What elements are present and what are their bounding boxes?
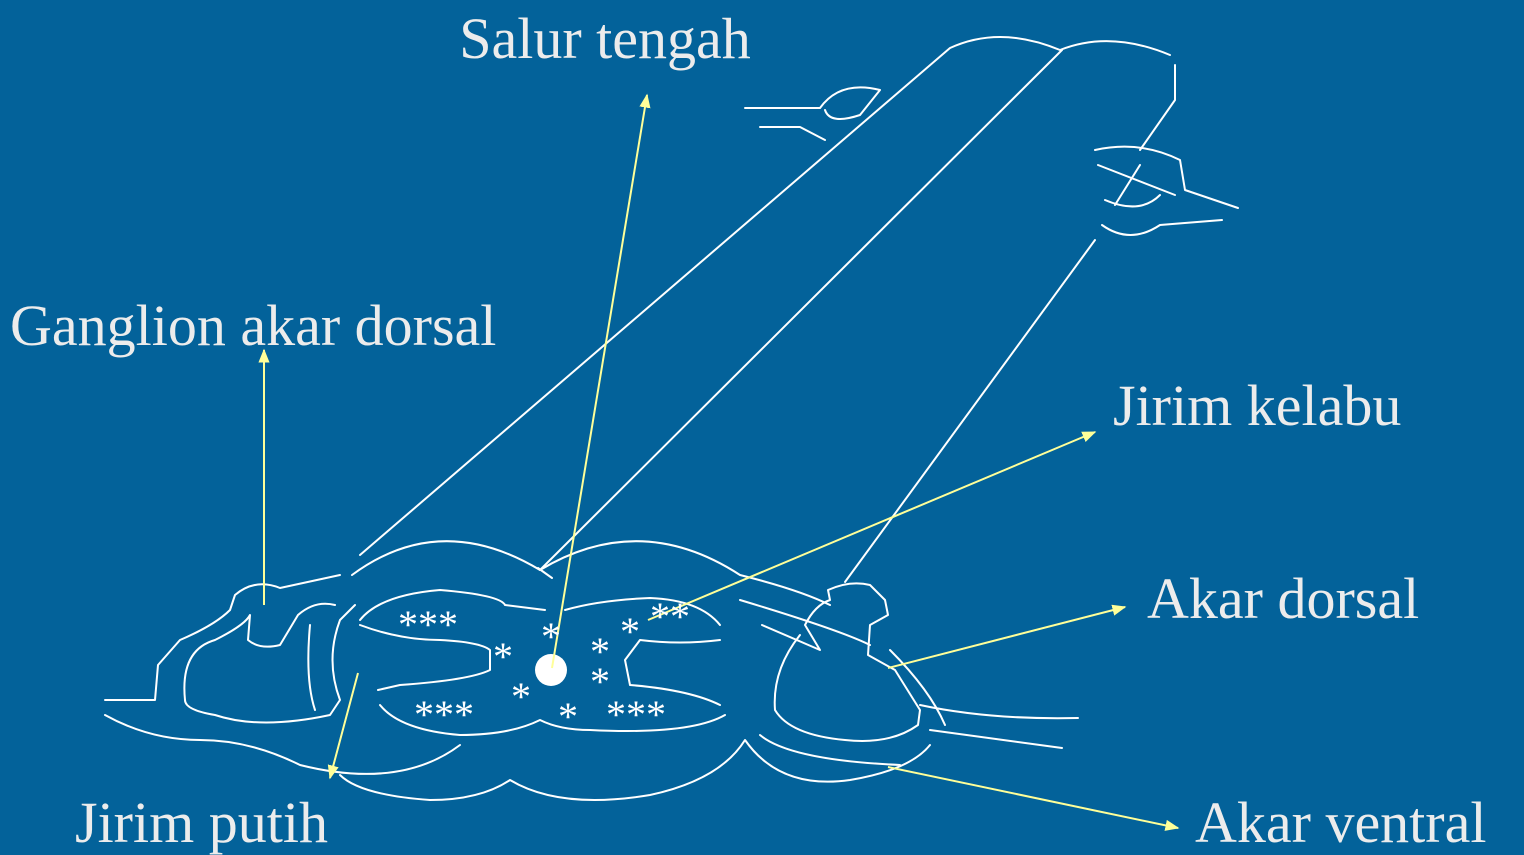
asterisk: * [558, 694, 578, 739]
arrow [552, 95, 647, 668]
label: Salur tengah [459, 6, 751, 71]
arrow [888, 767, 1178, 828]
arrow [888, 607, 1125, 668]
arrow [330, 673, 358, 778]
page: {"labels": {"central_canal": "Salur teng… [0, 0, 1524, 855]
asterisk: ** [650, 594, 690, 639]
asterisk: *** [398, 602, 458, 647]
asterisk: * [511, 674, 531, 719]
label: Jirim putih [75, 790, 328, 855]
label: Jirim kelabu [1113, 373, 1401, 438]
asterisk: * [620, 609, 640, 654]
cord-outline [105, 37, 1238, 800]
label: Akar ventral [1195, 790, 1486, 855]
asterisk: *** [414, 692, 474, 737]
asterisk: * [493, 634, 513, 679]
label: Akar dorsal [1147, 566, 1419, 631]
asterisk: * [541, 614, 561, 659]
asterisk: *** [606, 692, 666, 737]
arrow [648, 432, 1095, 620]
diagram: *** * * ** * * * *** * * *** Salur tenga… [0, 0, 1524, 855]
label: Ganglion akar dorsal [10, 293, 496, 358]
